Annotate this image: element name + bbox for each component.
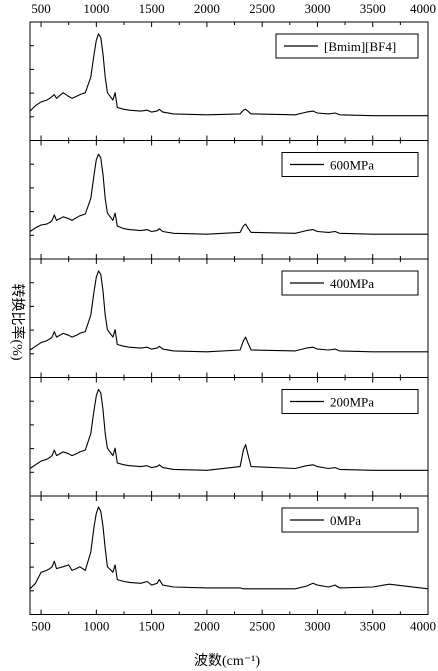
spectrum-line — [29, 270, 428, 353]
legend-label: 400MPa — [330, 276, 374, 291]
legend: 0MPa — [281, 507, 419, 533]
top-tick-label: 500 — [31, 1, 51, 16]
bottom-tick-label: 3000 — [304, 619, 330, 634]
spectrum-panel: [Bmim][BF4] — [29, 21, 429, 141]
bottom-tick-label: 1000 — [83, 619, 109, 634]
top-tick-label: 4000 — [410, 1, 436, 16]
bottom-tick-label: 2500 — [249, 619, 275, 634]
legend-label: 600MPa — [330, 158, 374, 173]
spectrum-line — [29, 388, 428, 471]
legend: 400MPa — [281, 270, 419, 296]
spectrum-line — [29, 153, 428, 235]
spectrum-panel: 600MPa — [29, 140, 429, 260]
spectrum-panel: 0MPa — [29, 495, 429, 615]
spectrum-line — [29, 506, 429, 590]
top-tick-label: 2500 — [249, 1, 275, 16]
bottom-tick-label: 4000 — [410, 619, 436, 634]
spectra-panels: [Bmim][BF4] 600MPa 400MPa 200MPa 0MPa — [29, 21, 429, 615]
top-tick-label: 3000 — [304, 1, 330, 16]
bottom-tick-label: 500 — [31, 619, 51, 634]
spectrum-line — [29, 33, 428, 117]
y-axis-title: 转换比率(%) — [9, 284, 26, 361]
bottom-x-axis: 500 1000 1500 2000 2500 3000 3500 4000 — [31, 619, 436, 634]
bottom-tick-label: 3500 — [360, 619, 386, 634]
legend-label: 200MPa — [330, 395, 374, 410]
bottom-tick-label: 1500 — [139, 619, 165, 634]
top-tick-label: 1500 — [139, 1, 165, 16]
legend: 200MPa — [281, 389, 419, 414]
top-x-axis: 500 1000 1500 2000 2500 3000 3500 4000 — [31, 1, 436, 16]
top-tick-label: 2000 — [194, 1, 220, 16]
bottom-tick-label: 2000 — [194, 619, 220, 634]
legend-label: 0MPa — [330, 513, 361, 528]
x-axis-title: 波数(cm⁻¹) — [194, 653, 260, 669]
legend: [Bmim][BF4] — [275, 33, 419, 59]
top-tick-label: 1000 — [83, 1, 109, 16]
top-tick-label: 3500 — [360, 1, 386, 16]
panel-frame — [29, 495, 429, 615]
legend: 600MPa — [281, 152, 419, 177]
spectrum-panel: 400MPa — [29, 258, 429, 378]
spectrum-panel: 200MPa — [29, 377, 429, 497]
legend-label: [Bmim][BF4] — [324, 39, 396, 54]
